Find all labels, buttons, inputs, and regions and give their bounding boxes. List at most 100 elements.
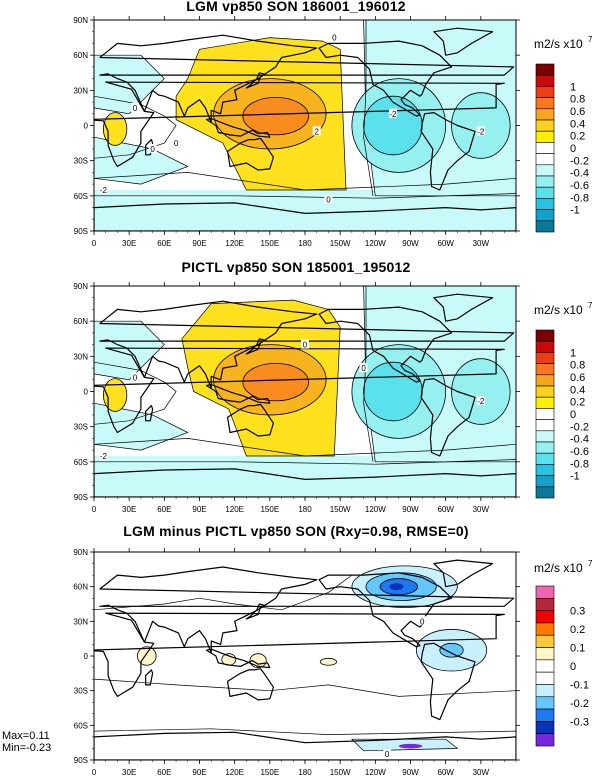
colorbar-label: 0.2 xyxy=(570,131,585,143)
colorbar-label: -1 xyxy=(570,205,580,217)
coastline-0 xyxy=(94,347,505,434)
colorbar-box xyxy=(535,374,555,387)
contour-line xyxy=(94,678,516,697)
positive-region-africa xyxy=(102,112,128,146)
negative-core-inner xyxy=(363,361,423,422)
lon-tick-label: 60E xyxy=(157,768,171,777)
coastline-9 xyxy=(145,405,154,422)
coastline-7 xyxy=(205,648,271,669)
colorbar-label: -0.2 xyxy=(570,698,589,710)
contour-label-bg xyxy=(99,184,108,194)
coastline-3 xyxy=(420,111,476,191)
coastline-9 xyxy=(145,139,154,156)
contour-label-bg xyxy=(418,616,427,626)
coastline-3 xyxy=(420,377,476,457)
stats-box: Max=0.11 Min=-0.23 xyxy=(2,730,51,754)
colorbar-box xyxy=(535,363,555,376)
colorbar-box xyxy=(535,441,555,454)
chart-panel-lgm: LGM vp850 SON 186001_196012 0 0 -2 2 0 -2 0 0 -2… xyxy=(0,0,592,262)
lon-tick-label: 90W xyxy=(402,505,419,514)
colorbar-box xyxy=(535,598,555,611)
lat-tick-label: 90S xyxy=(74,756,88,765)
colorbar-box xyxy=(535,684,555,698)
lon-tick-label: 120E xyxy=(225,239,244,248)
contour-label: 0 xyxy=(150,145,155,154)
lon-tick-label: 90W xyxy=(402,768,419,777)
negative-core-atlantic xyxy=(451,92,511,159)
contour-label: 0 xyxy=(133,104,138,113)
coastline-7 xyxy=(205,117,271,138)
map-plot-diff: 0 0 90N 60N 30N 0 30S 60S 90S 0 30E 60E 90E 120E 150E 1… xyxy=(73,548,592,777)
contour-label-bg xyxy=(330,32,339,42)
stats-max: Max=0.11 xyxy=(2,730,50,742)
colorbar-box xyxy=(535,708,555,722)
lon-tick-label: 90E xyxy=(192,768,206,777)
colorbar-box xyxy=(535,696,555,710)
colorbar-box xyxy=(535,198,555,210)
lon-tick-label: 30E xyxy=(122,505,136,514)
coastline-6 xyxy=(94,731,516,760)
field-layer xyxy=(94,20,516,231)
lon-tick-label: 30W xyxy=(473,505,490,514)
positive-region-africa xyxy=(102,378,128,412)
lon-tick-label: 30E xyxy=(122,239,136,248)
lat-tick-label: 30N xyxy=(73,352,88,361)
contour-label: -2 xyxy=(100,186,108,195)
colorbar-label: -0.2 xyxy=(570,421,589,433)
contour-label: 0 xyxy=(361,364,366,373)
contour-label-bg xyxy=(383,749,392,759)
colorbar-label: -0.8 xyxy=(570,192,589,204)
contour-label-bg xyxy=(131,372,140,382)
lon-tick-label: 150W xyxy=(330,239,351,248)
contour-label: 0 xyxy=(303,341,308,350)
colorbar-box xyxy=(535,430,555,443)
lat-tick-label: 60S xyxy=(74,192,88,201)
colorbar-box xyxy=(535,209,555,222)
colorbar-box xyxy=(535,659,555,673)
lon-tick-label: 150W xyxy=(330,505,351,514)
coastline-8 xyxy=(245,603,265,620)
lon-tick-label: 150E xyxy=(260,768,279,777)
lat-tick-label: 0 xyxy=(84,652,89,661)
contour-label-bg xyxy=(359,363,368,373)
lon-tick-label: 60W xyxy=(437,768,454,777)
lon-tick-label: 60E xyxy=(157,505,171,514)
colorbar-label: -0.6 xyxy=(570,180,589,192)
colorbar-box xyxy=(535,721,555,734)
contour-label: 2 xyxy=(314,127,319,136)
lat-tick-label: 90N xyxy=(73,16,88,25)
colorbar-box xyxy=(535,671,555,685)
lon-tick-label: 120E xyxy=(225,768,244,777)
coastline-5 xyxy=(433,293,494,322)
colorbar-label: -1 xyxy=(570,471,580,483)
lon-tick-label: 120W xyxy=(365,239,386,248)
contour-label-bg xyxy=(148,143,157,153)
contour-label: 0 xyxy=(133,373,138,382)
colorbar-box xyxy=(535,164,555,177)
colorbar-box xyxy=(535,610,555,624)
colorbar-label: 0.3 xyxy=(570,606,585,618)
lat-tick-label: 60N xyxy=(73,51,88,60)
colorbar-box xyxy=(535,63,555,76)
coastline-1 xyxy=(99,34,515,123)
negative-extreme-antarctic xyxy=(398,743,423,749)
colorbar-label: 0.8 xyxy=(570,94,585,106)
colorbar-label: 0 xyxy=(570,409,576,421)
lon-tick-label: 150W xyxy=(330,768,351,777)
coastline-4 xyxy=(227,668,274,701)
colorbar-label: 0.2 xyxy=(570,397,585,409)
colorbar-box xyxy=(535,464,555,476)
colorbar-label: -0.2 xyxy=(570,155,589,167)
map-plot-lgm: 0 0 -2 2 0 -2 0 0 -2 90N 60N 30N 0 30S 60S 90S 0 30E 60E 90… xyxy=(73,16,592,248)
colorbar-box xyxy=(535,475,555,488)
lon-tick-label: 30W xyxy=(473,768,490,777)
contour-label: 0 xyxy=(174,139,179,148)
positive-core-inner xyxy=(242,96,309,136)
chart-panel-pictl: PICTL vp850 SON 185001_195012 0 0 -2 0 -2 90N… xyxy=(0,259,592,524)
lon-tick-label: 150E xyxy=(260,239,279,248)
contour-line xyxy=(363,286,374,462)
lon-tick-label: 90W xyxy=(402,239,419,248)
lon-tick-label: 90E xyxy=(192,505,206,514)
lat-tick-label: 60N xyxy=(73,583,88,592)
contour-line xyxy=(94,574,353,611)
